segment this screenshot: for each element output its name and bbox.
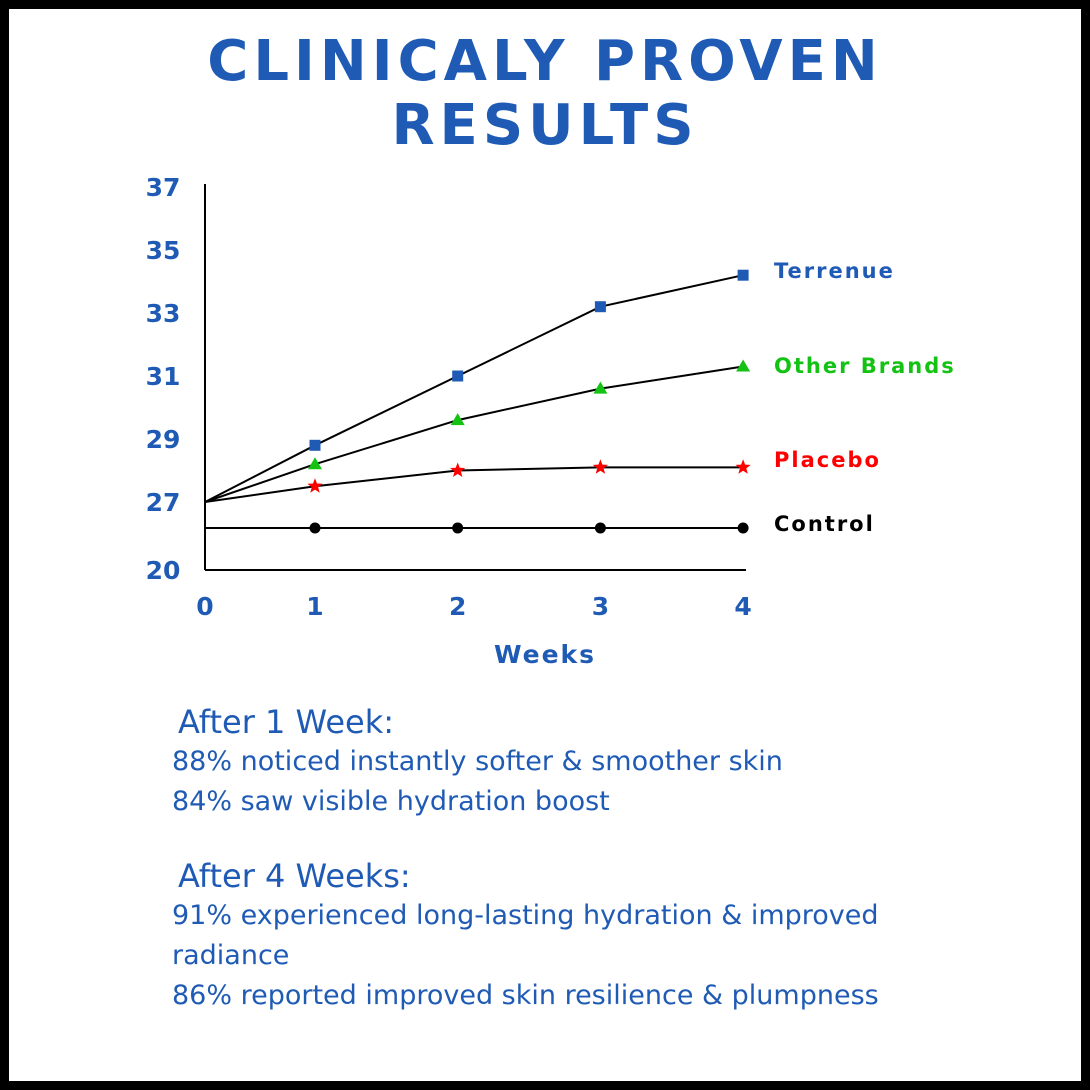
x-tick-label: 3 bbox=[592, 592, 609, 621]
page-title: CLINICALY PROVEN RESULTS bbox=[0, 30, 1090, 158]
data-point bbox=[594, 522, 606, 534]
data-point bbox=[736, 359, 751, 372]
data-point bbox=[735, 459, 751, 474]
week1-results: After 1 Week: 88% noticed instantly soft… bbox=[172, 702, 1052, 822]
data-point bbox=[452, 370, 464, 382]
week4-line-3: 86% reported improved skin resilience & … bbox=[172, 980, 879, 1011]
week1-line-2: 84% saw visible hydration boost bbox=[172, 786, 610, 817]
data-point bbox=[592, 459, 608, 474]
y-tick-label: 27 bbox=[146, 488, 181, 517]
white-panel bbox=[9, 9, 1081, 1081]
data-point bbox=[309, 522, 321, 534]
series-other-brands bbox=[204, 359, 751, 503]
series-line bbox=[204, 365, 744, 503]
data-point bbox=[737, 522, 749, 534]
chart-axes: 20 27 29 31 33 35 37 0 1 2 3 4 Weeks bbox=[146, 173, 752, 669]
data-point bbox=[307, 478, 323, 493]
y-tick-label: 31 bbox=[146, 362, 181, 391]
y-tick-label: 20 bbox=[146, 556, 181, 585]
data-point bbox=[309, 439, 321, 451]
data-point bbox=[593, 381, 608, 394]
legend-entry: Control bbox=[774, 512, 875, 536]
chart-legend: Terrenue Other Brands Placebo Control bbox=[774, 259, 956, 536]
x-tick-label: 1 bbox=[306, 592, 323, 621]
data-point bbox=[450, 413, 465, 426]
data-point bbox=[452, 522, 464, 534]
x-axis-label: Weeks bbox=[494, 640, 596, 669]
x-tick-label: 2 bbox=[449, 592, 466, 621]
title-line-1: CLINICALY PROVEN bbox=[207, 29, 883, 94]
data-point bbox=[594, 301, 606, 313]
y-tick-label: 33 bbox=[146, 299, 181, 328]
data-point bbox=[450, 462, 466, 477]
data-point bbox=[737, 269, 749, 281]
week4-line-2: radiance bbox=[172, 940, 290, 971]
week4-heading: After 4 Weeks: bbox=[178, 857, 411, 895]
title-line-2: RESULTS bbox=[391, 93, 699, 158]
x-tick-label: 0 bbox=[196, 592, 213, 621]
series-placebo bbox=[204, 459, 751, 503]
data-point bbox=[308, 457, 322, 470]
legend-entry: Other Brands bbox=[774, 354, 956, 378]
chart-series bbox=[204, 269, 751, 534]
series-terrenue bbox=[204, 269, 749, 503]
week1-heading: After 1 Week: bbox=[178, 703, 394, 741]
week4-line-1: 91% experienced long-lasting hydration &… bbox=[172, 900, 879, 931]
legend-entry: Terrenue bbox=[774, 259, 895, 283]
week1-line-1: 88% noticed instantly softer & smoother … bbox=[172, 746, 783, 777]
y-tick-label: 37 bbox=[146, 173, 181, 202]
y-tick-label: 35 bbox=[146, 236, 181, 265]
series-line bbox=[204, 466, 744, 503]
y-tick-label: 29 bbox=[146, 425, 181, 454]
results-line-chart: 20 27 29 31 33 35 37 0 1 2 3 4 Weeks Terrenue Other B… bbox=[146, 173, 956, 669]
series-control bbox=[205, 522, 749, 534]
week4-results: After 4 Weeks: 91% experienced long-last… bbox=[172, 856, 1052, 1016]
x-tick-label: 4 bbox=[734, 592, 751, 621]
legend-entry: Placebo bbox=[774, 448, 881, 472]
